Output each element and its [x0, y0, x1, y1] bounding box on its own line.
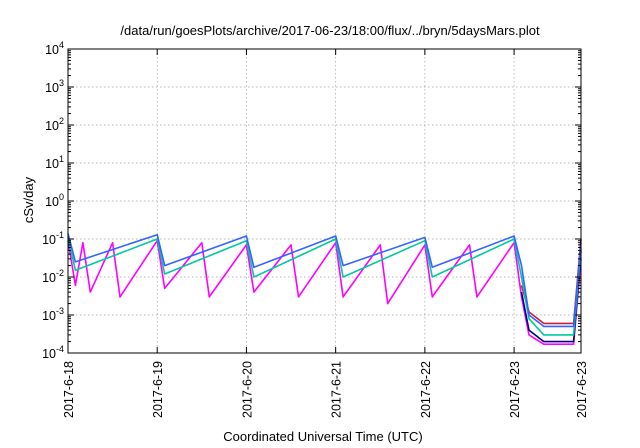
- y-axis: 10-4 10-3 10-2 10-1 100 101 102 103 104: [42, 40, 581, 361]
- grid: [68, 49, 581, 353]
- y-tick-label: 103: [45, 78, 64, 95]
- x-tick-label: 2017-6-20: [240, 361, 254, 418]
- series-line-1: [67, 239, 582, 345]
- series-group: [67, 233, 582, 345]
- chart-title: /data/run/goesPlots/archive/2017-06-23/1…: [120, 23, 540, 38]
- x-tick-label: 2017-6-22: [419, 361, 433, 418]
- y-tick-label: 104: [45, 40, 64, 57]
- series-line-3: [520, 238, 582, 325]
- y-axis-label: cSv/day: [21, 176, 36, 223]
- x-tick-label: 2017-6-23: [508, 361, 522, 418]
- x-tick-label: 2017-6-18: [62, 361, 76, 418]
- x-tick-label: 2017-6-23: [575, 361, 589, 418]
- y-tick-label: 10-3: [42, 306, 64, 323]
- y-tick-label: 10-2: [42, 268, 64, 285]
- series-line-4: [67, 237, 582, 336]
- y-tick-label: 101: [45, 154, 64, 171]
- x-tick-label: 2017-6-19: [151, 361, 165, 418]
- x-axis: 2017-6-18 2017-6-19 2017-6-20 2017-6-21 2017…: [62, 49, 589, 418]
- y-tick-label: 102: [45, 116, 64, 133]
- x-tick-label: 2017-6-21: [330, 361, 344, 418]
- x-axis-label: Coordinated Universal Time (UTC): [223, 429, 422, 444]
- series-line-2: [520, 250, 582, 343]
- y-tick-label: 10-1: [42, 230, 64, 247]
- series-line-5: [67, 233, 582, 328]
- y-tick-label: 10-4: [42, 344, 64, 361]
- y-tick-label: 100: [45, 192, 64, 209]
